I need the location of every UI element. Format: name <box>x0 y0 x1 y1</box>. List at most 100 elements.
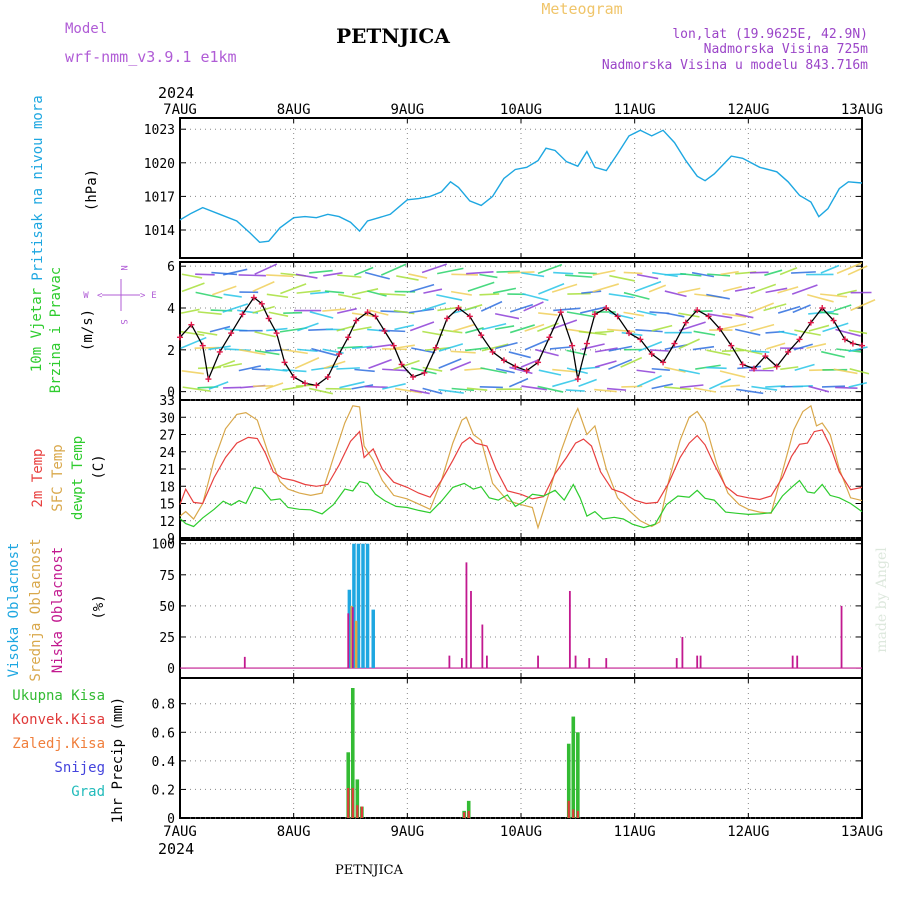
wind-barb <box>709 378 732 390</box>
wind-barb <box>578 330 607 336</box>
wind-barb <box>438 343 464 352</box>
wind-barb <box>748 302 774 314</box>
data-marks <box>177 129 865 818</box>
wind-barb <box>354 368 375 373</box>
wind-barb <box>651 383 673 390</box>
wind-barb <box>849 368 870 375</box>
wind-barb <box>437 267 464 275</box>
wind-barb <box>763 303 787 312</box>
wind-barb <box>337 307 357 314</box>
wind-barb <box>238 274 266 277</box>
precip-bar <box>347 788 350 818</box>
wind-barb <box>254 263 278 275</box>
wind-barb <box>608 293 634 299</box>
wind-barb <box>836 262 863 275</box>
cloud-bar <box>574 655 577 669</box>
cloud-bar <box>486 655 488 669</box>
precip-bar <box>351 788 354 818</box>
wind-barb <box>309 311 334 319</box>
wind-barb <box>664 290 687 298</box>
wind-barb <box>623 291 650 300</box>
wind-barb <box>254 331 276 338</box>
wind-barb <box>421 302 446 312</box>
xtick-label-bottom: 12AUG <box>727 824 769 840</box>
wind-unit: (m/s) <box>80 309 96 351</box>
wind-barb <box>537 263 563 275</box>
wind-barb <box>664 343 688 351</box>
wind-compass: N S W E < > <box>83 265 156 324</box>
wind-barb <box>465 346 489 352</box>
wind-barb <box>678 312 700 318</box>
wind-barb <box>565 389 585 392</box>
xtick-label-top: 10AUG <box>500 102 542 118</box>
temperature-ytick-label: 33 <box>159 394 175 409</box>
wind-barb <box>396 275 419 281</box>
temperature-ytick-label: 12 <box>159 515 175 530</box>
wind-barb <box>623 271 643 275</box>
precip-bar <box>576 810 579 818</box>
wind-barb <box>481 343 509 352</box>
wind-ytick-label: 4 <box>167 302 175 317</box>
cloud-bar <box>605 658 608 669</box>
cloud-bar <box>365 543 370 669</box>
wind-barb <box>294 356 320 370</box>
wind-barb <box>552 378 578 388</box>
wind-barb <box>848 329 868 335</box>
wind-barb <box>481 322 507 331</box>
wind-barb <box>195 291 223 299</box>
wind-barb <box>521 272 545 278</box>
wind-barb <box>635 328 663 333</box>
wind-barb <box>451 273 478 276</box>
precip-bar <box>350 688 355 818</box>
precip-bar <box>355 779 360 818</box>
wind-barb <box>551 283 578 293</box>
wind-barb <box>634 280 662 292</box>
wind-barb <box>382 368 409 372</box>
cloud-bar <box>568 590 571 669</box>
cloud-bar <box>351 607 354 669</box>
cloud-bar <box>460 658 463 669</box>
precip-legend-item: Ukupna Kisa <box>12 688 105 704</box>
wind-barb <box>438 358 462 369</box>
wind-barb <box>592 269 616 276</box>
wind-barb <box>494 312 520 320</box>
wind-barb <box>719 370 746 378</box>
precip-ytick-label: 0.4 <box>152 755 176 770</box>
wind-barb <box>766 342 786 350</box>
wind-barb <box>252 281 275 293</box>
wind-barb <box>778 330 798 336</box>
wind-barb <box>734 286 756 292</box>
compass-east: E <box>151 291 156 301</box>
wind-barb <box>450 350 476 354</box>
wind-barb <box>833 368 858 375</box>
wind-barb <box>678 338 700 350</box>
cloud-bar <box>537 655 539 669</box>
wind-barb <box>791 271 816 274</box>
year-bottom: 2024 <box>158 840 194 858</box>
precip-bar <box>576 732 580 818</box>
wind-barb <box>411 347 436 354</box>
wind-barb <box>722 285 742 293</box>
wind-barb <box>451 387 475 392</box>
temperature-ytick-label: 24 <box>159 446 175 461</box>
wind-barb <box>535 348 559 357</box>
cloud-bar <box>696 655 699 669</box>
wind-barb <box>453 323 475 332</box>
wind-barb <box>508 351 531 359</box>
precip-bar <box>346 752 351 818</box>
wind-barb <box>791 284 818 295</box>
dewpoint-line <box>179 479 863 529</box>
wind-barb <box>565 274 593 278</box>
wind-barb <box>510 303 534 313</box>
wind-barb <box>524 339 548 351</box>
pressure-ytick-label: 1023 <box>144 123 175 138</box>
wind-barb <box>549 346 571 350</box>
cloud-bar <box>675 658 678 669</box>
wind-barb <box>521 385 547 391</box>
model-elevation-text: Nadmorska Visina u modelu 843.716m <box>602 58 868 73</box>
wind-barb <box>651 367 670 371</box>
cloud-bar <box>371 609 375 669</box>
wind-barb <box>223 386 242 389</box>
wind-barb <box>808 324 830 332</box>
